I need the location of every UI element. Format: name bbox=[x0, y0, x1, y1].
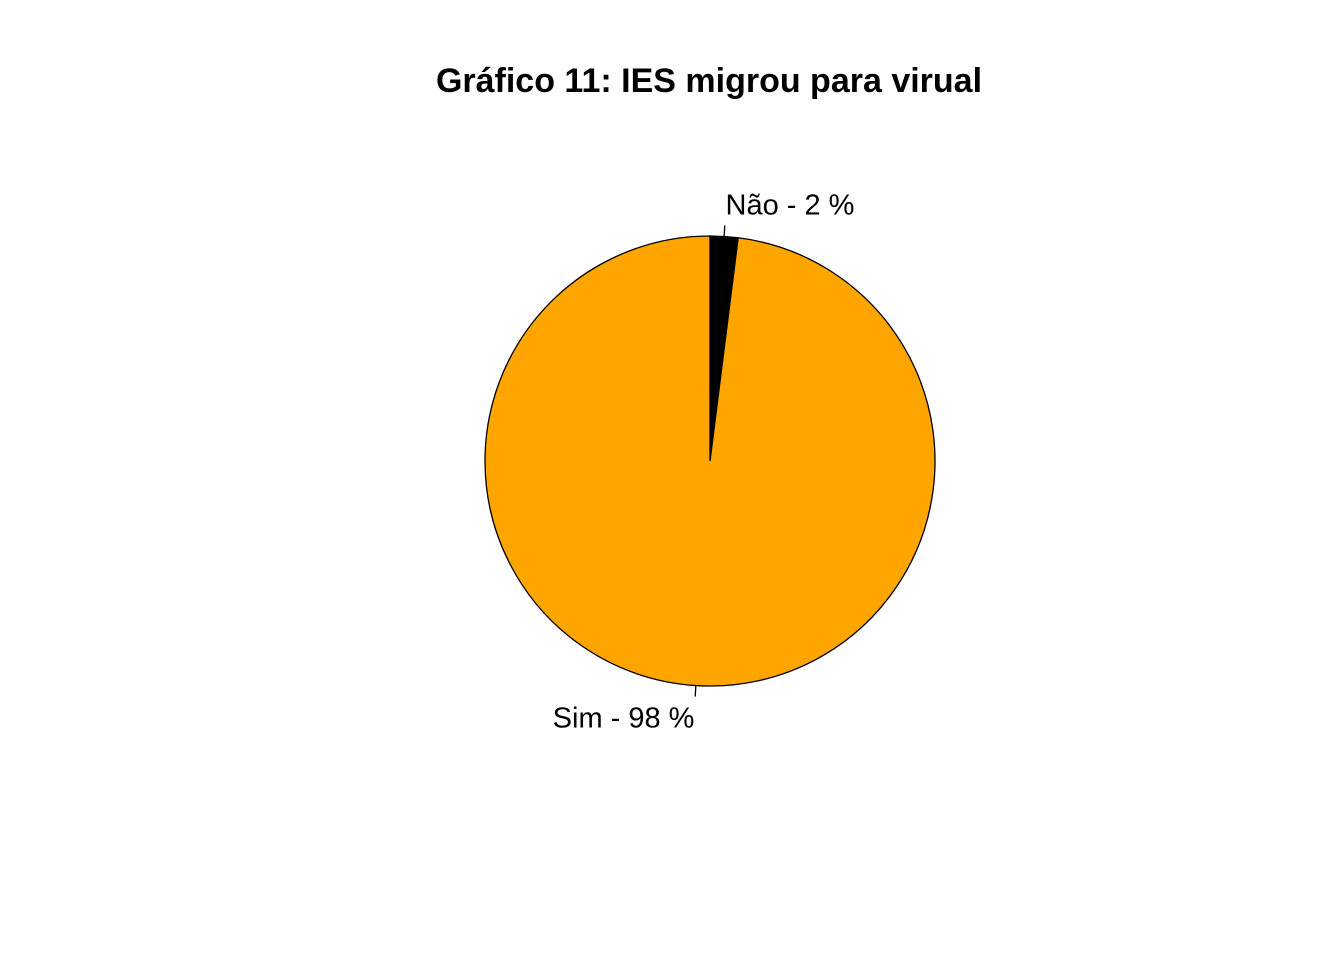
pie-label-tick bbox=[723, 225, 726, 237]
pie-slice-sim bbox=[484, 235, 936, 687]
pie-label-tick bbox=[694, 685, 697, 697]
pie-label: Sim - 98 % bbox=[553, 703, 695, 735]
pie-labels: Não - 2 % Sim - 98 % bbox=[553, 189, 855, 734]
pie-slices bbox=[484, 235, 936, 687]
pie-label: Não - 2 % bbox=[726, 189, 855, 221]
chart-title: Gráfico 11: IES migrou para virual bbox=[436, 62, 982, 100]
